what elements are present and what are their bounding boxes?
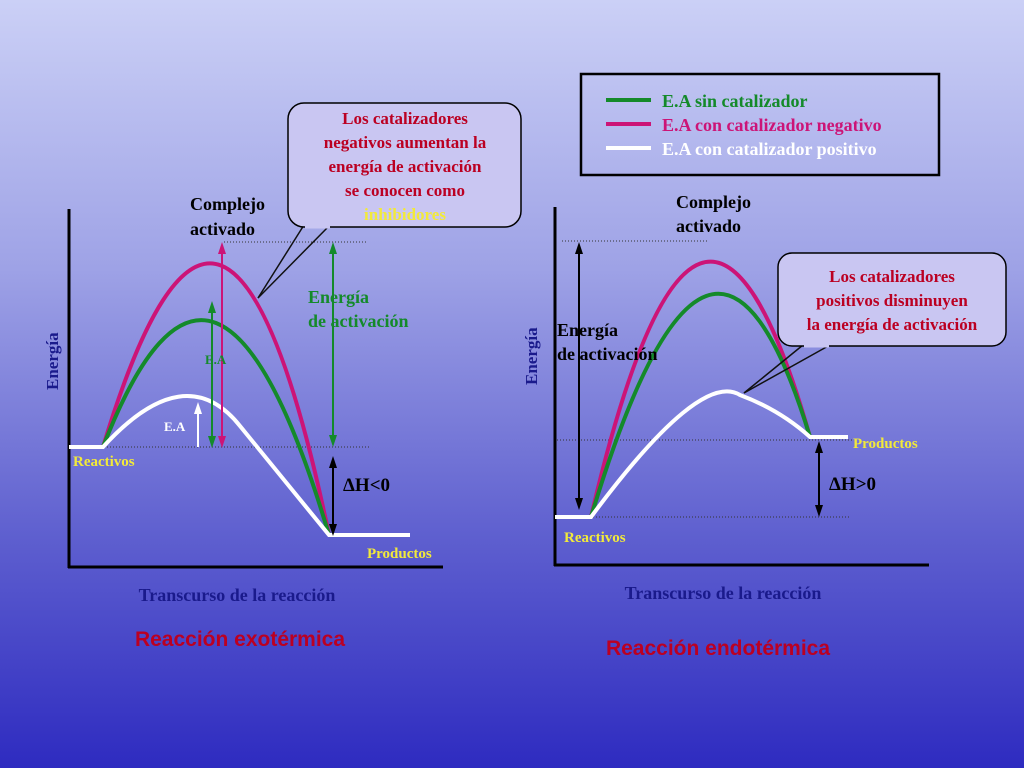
right-delta-h-arrow bbox=[815, 441, 823, 517]
left-energia-arrow bbox=[329, 242, 337, 447]
left-arrow-magenta bbox=[218, 242, 226, 448]
right-curve-green bbox=[589, 291, 812, 518]
left-callout-line-5: inhibidores bbox=[364, 205, 446, 224]
left-ea-upper-label: E.A bbox=[205, 352, 227, 367]
left-delta-h-arrow bbox=[329, 456, 337, 536]
legend-label-green: E.A sin catalizador bbox=[662, 91, 808, 111]
right-reactivos-label: Reactivos bbox=[564, 530, 626, 546]
right-title: Reacción endotérmica bbox=[606, 637, 830, 660]
right-complejo-line-1: Complejo bbox=[676, 192, 751, 212]
left-diagram: Los catalizadores negativos aumentan la … bbox=[43, 102, 522, 651]
left-callout-line-4: se conocen como bbox=[345, 181, 465, 200]
right-energia-act-line-1: Energía bbox=[557, 320, 618, 340]
left-curve-magenta bbox=[101, 261, 331, 536]
right-productos-label: Productos bbox=[853, 436, 918, 452]
right-xlabel: Transcurso de la reacción bbox=[625, 583, 822, 603]
left-energia-act-line-1: Energía bbox=[308, 287, 369, 307]
right-callout-line-2: positivos disminuyen bbox=[816, 291, 968, 310]
legend-box bbox=[579, 72, 941, 177]
right-callout-line-3: la energía de activación bbox=[807, 315, 978, 334]
left-callout-line-1: Los catalizadores bbox=[342, 109, 468, 128]
left-energia-act-line-2: de activación bbox=[308, 311, 409, 331]
left-productos-label: Productos bbox=[367, 546, 432, 562]
left-arrow-green bbox=[208, 301, 216, 448]
right-callout: Los catalizadores positivos disminuyen l… bbox=[743, 252, 1007, 394]
right-ylabel: Energía bbox=[522, 327, 541, 385]
left-title: Reacción exotérmica bbox=[135, 628, 345, 651]
right-callout-line-1: Los catalizadores bbox=[829, 267, 955, 286]
right-delta-h-label: ΔH>0 bbox=[829, 474, 876, 495]
right-energia-act-line-2: de activación bbox=[557, 344, 658, 364]
left-ylabel: Energía bbox=[43, 332, 62, 390]
left-ea-lower-label: E.A bbox=[164, 419, 186, 434]
left-callout-line-3: energía de activación bbox=[329, 157, 483, 176]
right-curve-magenta bbox=[589, 259, 812, 518]
right-curve-white bbox=[555, 389, 848, 519]
left-delta-h-label: ΔH<0 bbox=[343, 475, 390, 496]
left-arrow-white bbox=[194, 402, 202, 447]
left-reactivos-label: Reactivos bbox=[73, 454, 135, 470]
legend: E.A sin catalizador E.A con catalizador … bbox=[579, 72, 941, 177]
right-energia-arrow bbox=[575, 242, 583, 510]
left-xlabel: Transcurso de la reacción bbox=[139, 585, 336, 605]
left-complejo-line-1: Complejo bbox=[190, 194, 265, 214]
legend-label-white: E.A con catalizador positivo bbox=[662, 139, 877, 159]
right-diagram: Los catalizadores positivos disminuyen l… bbox=[522, 192, 1007, 660]
left-curve-white bbox=[69, 394, 410, 537]
right-complejo-line-2: activado bbox=[676, 216, 741, 236]
left-callout: Los catalizadores negativos aumentan la … bbox=[257, 102, 522, 299]
left-complejo-line-2: activado bbox=[190, 219, 255, 239]
legend-label-magenta: E.A con catalizador negativo bbox=[662, 115, 882, 135]
left-callout-line-2: negativos aumentan la bbox=[324, 133, 487, 152]
left-curve-green bbox=[101, 318, 331, 536]
